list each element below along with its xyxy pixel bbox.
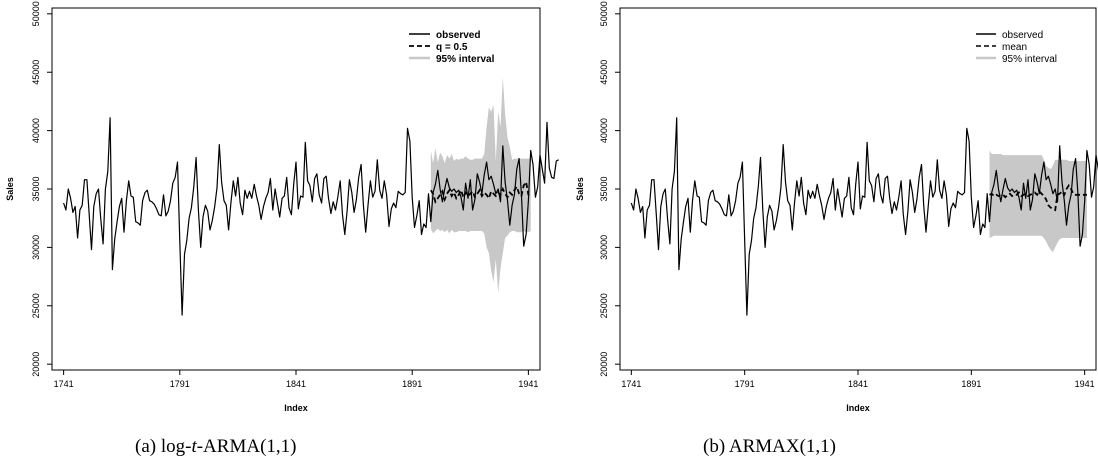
x-axis: 1741 1791 1841 1891 1941 bbox=[54, 369, 538, 389]
interval-band bbox=[989, 150, 1087, 253]
caption-a: (a) log-t-ARMA(1,1) bbox=[135, 436, 296, 458]
forecast-layer bbox=[989, 183, 1087, 212]
y-axis: 20000 25000 30000 35000 40000 45000 50000 bbox=[31, 1, 53, 377]
caption-a-pre: log- bbox=[160, 436, 192, 457]
x-tick-label: 1791 bbox=[735, 379, 755, 389]
x-axis-title: Index bbox=[284, 403, 308, 413]
legend-label-observed: observed bbox=[436, 30, 480, 41]
legend-label-forecast: q = 0.5 bbox=[436, 42, 468, 53]
legend: observed q = 0.5 95% interval bbox=[409, 30, 495, 65]
x-tick-label: 1841 bbox=[848, 379, 868, 389]
caption-b: (b) ARMAX(1,1) bbox=[703, 436, 836, 458]
y-tick-label: 35000 bbox=[599, 176, 609, 201]
y-tick-label: 40000 bbox=[599, 118, 609, 143]
y-tick-label: 35000 bbox=[31, 176, 41, 201]
x-tick-label: 1741 bbox=[54, 379, 74, 389]
x-tick-label: 1891 bbox=[961, 379, 981, 389]
caption-a-label: (a) bbox=[135, 436, 157, 457]
y-tick-label: 50000 bbox=[599, 1, 609, 26]
y-tick-label: 20000 bbox=[31, 352, 41, 377]
y-tick-label: 25000 bbox=[599, 293, 609, 318]
x-tick-label: 1791 bbox=[170, 379, 190, 389]
panel-a: 1741 1791 1841 1891 1941 20000 25000 30000 3500… bbox=[5, 1, 559, 413]
y-axis: 20000 25000 30000 35000 40000 45000 50000 bbox=[599, 1, 621, 377]
x-tick-label: 1941 bbox=[1075, 379, 1095, 389]
y-tick-label: 25000 bbox=[31, 293, 41, 318]
x-tick-label: 1941 bbox=[518, 379, 538, 389]
y-tick-label: 45000 bbox=[599, 60, 609, 85]
x-tick-label: 1841 bbox=[286, 379, 306, 389]
y-tick-label: 30000 bbox=[599, 235, 609, 260]
x-tick-label: 1891 bbox=[402, 379, 422, 389]
forecast-line bbox=[430, 179, 532, 204]
forecast-line bbox=[989, 183, 1087, 212]
y-tick-label: 50000 bbox=[31, 1, 41, 26]
forecast-layer bbox=[430, 179, 532, 204]
y-tick-label: 45000 bbox=[31, 60, 41, 85]
observed-line bbox=[630, 117, 1098, 316]
y-tick-label: 40000 bbox=[31, 118, 41, 143]
y-tick-label: 20000 bbox=[599, 352, 609, 377]
panel-b: 1741 1791 1841 1891 1941 20000 25000 30000 3500… bbox=[575, 1, 1098, 413]
legend-label-interval: 95% interval bbox=[436, 54, 495, 65]
x-tick-label: 1741 bbox=[621, 379, 641, 389]
caption-b-label: (b) bbox=[703, 436, 726, 457]
y-tick-label: 30000 bbox=[31, 235, 41, 260]
y-axis-title: Sales bbox=[575, 177, 585, 201]
y-axis-title: Sales bbox=[5, 177, 15, 201]
legend-label-forecast: mean bbox=[1002, 42, 1027, 53]
legend-label-interval: 95% interval bbox=[1002, 54, 1057, 65]
legend-label-observed: observed bbox=[1002, 30, 1043, 41]
observed-layer bbox=[630, 117, 1098, 316]
interval-layer bbox=[989, 150, 1087, 253]
caption-a-post: -ARMA(1,1) bbox=[196, 436, 297, 457]
observed-line bbox=[63, 117, 559, 316]
x-axis-title: Index bbox=[846, 403, 870, 413]
x-axis: 1741 1791 1841 1891 1941 bbox=[621, 369, 1095, 389]
caption-b-text: ARMAX(1,1) bbox=[728, 436, 836, 457]
caption-a-italic: t bbox=[191, 436, 197, 457]
legend: observed mean 95% interval bbox=[976, 30, 1057, 65]
observed-layer bbox=[63, 117, 559, 316]
